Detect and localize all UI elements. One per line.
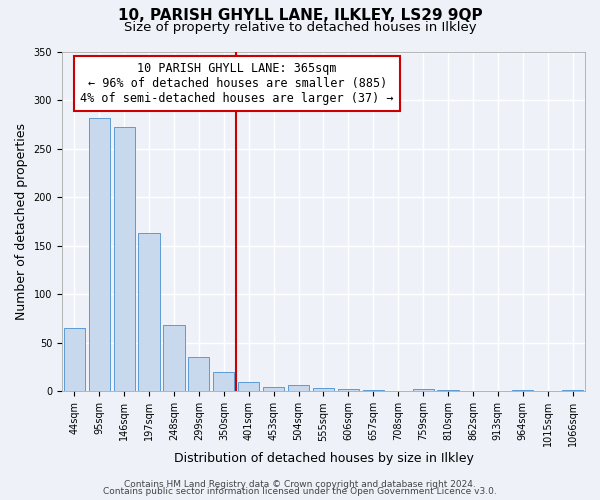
- Bar: [288, 384, 309, 392]
- Text: 10, PARISH GHYLL LANE, ILKLEY, LS29 9QP: 10, PARISH GHYLL LANE, ILKLEY, LS29 9QP: [118, 8, 482, 22]
- Bar: [413, 390, 434, 392]
- Y-axis label: Number of detached properties: Number of detached properties: [15, 123, 28, 320]
- Bar: [64, 328, 85, 392]
- Text: Contains public sector information licensed under the Open Government Licence v3: Contains public sector information licen…: [103, 488, 497, 496]
- Bar: [163, 326, 185, 392]
- Bar: [188, 358, 209, 392]
- Bar: [263, 388, 284, 392]
- Text: 10 PARISH GHYLL LANE: 365sqm
← 96% of detached houses are smaller (885)
4% of se: 10 PARISH GHYLL LANE: 365sqm ← 96% of de…: [80, 62, 394, 104]
- Text: Size of property relative to detached houses in Ilkley: Size of property relative to detached ho…: [124, 21, 476, 34]
- Bar: [139, 233, 160, 392]
- Bar: [437, 390, 458, 392]
- Text: Contains HM Land Registry data © Crown copyright and database right 2024.: Contains HM Land Registry data © Crown c…: [124, 480, 476, 489]
- Bar: [113, 127, 135, 392]
- Bar: [362, 390, 384, 392]
- Bar: [338, 390, 359, 392]
- X-axis label: Distribution of detached houses by size in Ilkley: Distribution of detached houses by size …: [173, 452, 473, 465]
- Bar: [238, 382, 259, 392]
- Bar: [89, 118, 110, 392]
- Bar: [512, 390, 533, 392]
- Bar: [213, 372, 235, 392]
- Bar: [562, 390, 583, 392]
- Bar: [313, 388, 334, 392]
